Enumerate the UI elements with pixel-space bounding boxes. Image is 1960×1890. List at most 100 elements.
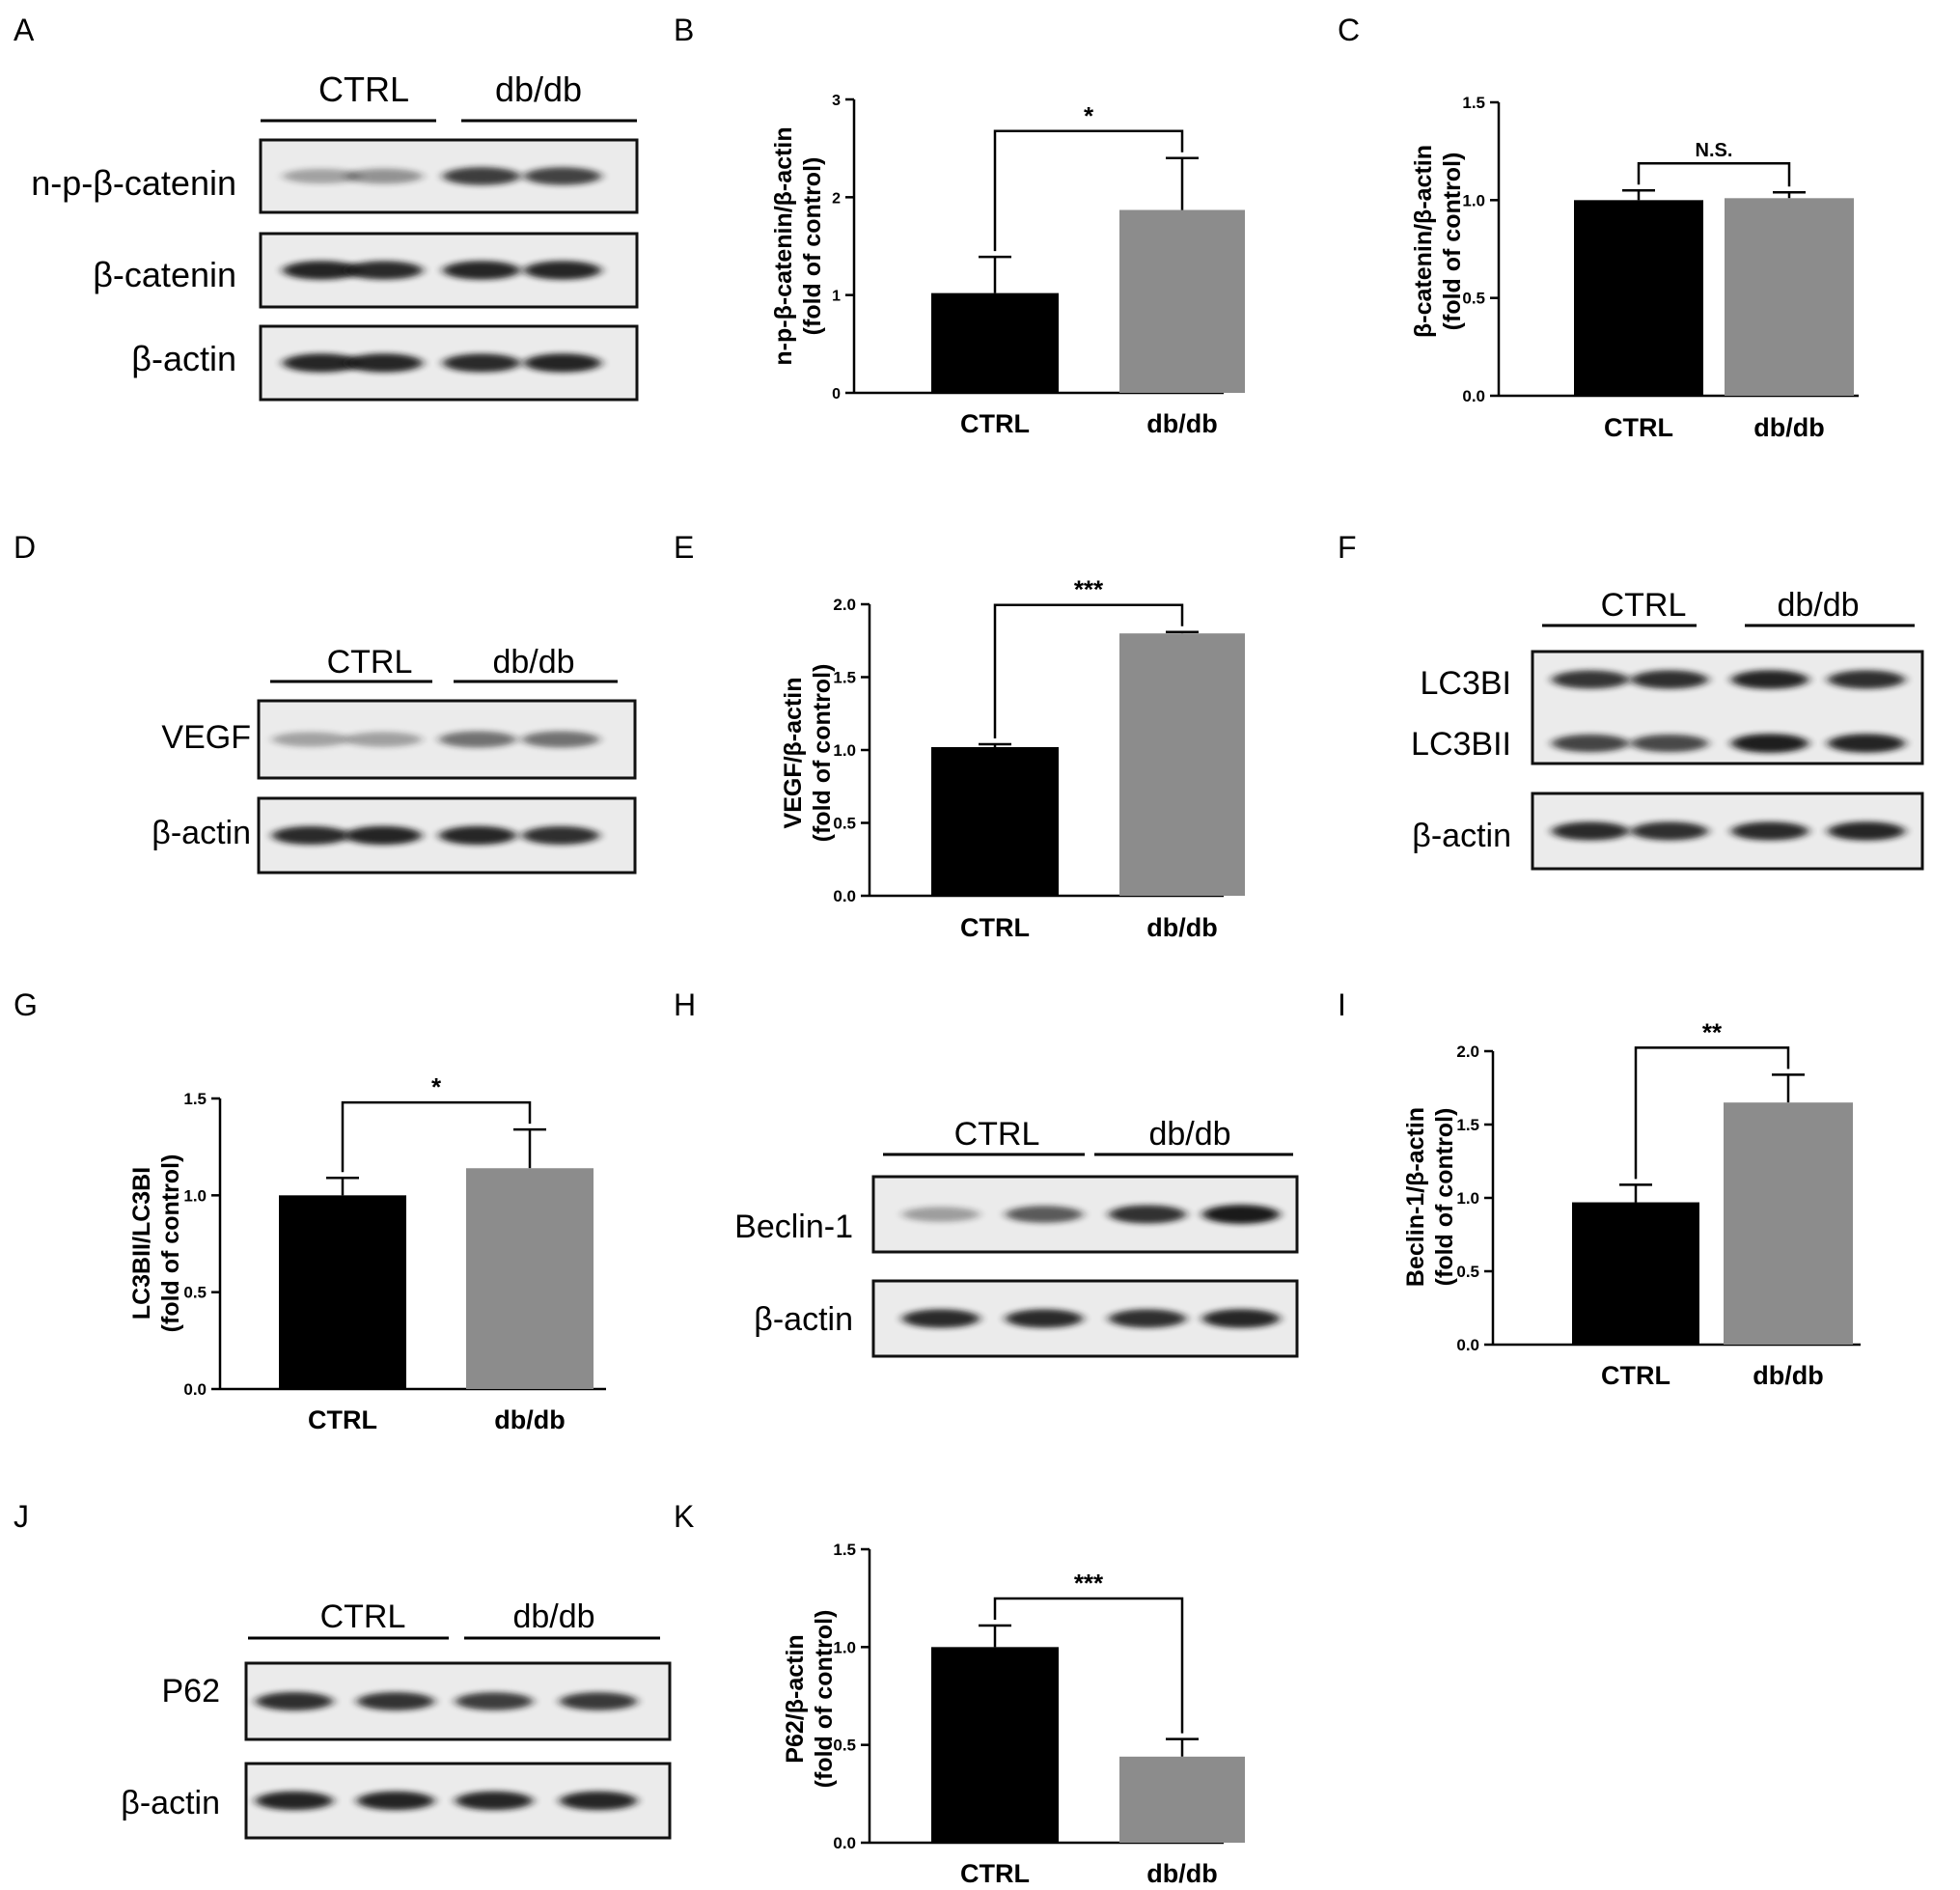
blot-band: [902, 1207, 980, 1222]
blot-band: [1828, 821, 1905, 841]
panel-letter: G: [14, 987, 38, 1022]
blot-band: [902, 1309, 980, 1328]
significance-bracket: [1634, 1046, 1790, 1180]
group-label-dbdb: db/db: [495, 69, 582, 109]
y-axis-label-line: β-catenin/β-actin: [1410, 145, 1437, 338]
blot-band: [283, 168, 360, 184]
blot-label: n-p-β-catenin: [31, 163, 236, 203]
x-tick-label: db/db: [494, 1405, 565, 1434]
y-tick-label: 0.5: [833, 1737, 856, 1755]
x-tick-label: CTRL: [960, 913, 1030, 942]
blot-band: [439, 825, 516, 846]
blot-band: [1828, 670, 1905, 689]
blot-band: [443, 167, 520, 185]
blot-band: [345, 353, 423, 373]
blot-label: β-actin: [121, 1785, 220, 1821]
blot-label: β-actin: [131, 339, 236, 378]
panel-e: E 0.0 0.5 1.0 1.5 2.0 VEGF/β-actin(fold of con…: [674, 530, 1245, 942]
blot-band: [443, 353, 520, 373]
y-tick-label: 0.5: [183, 1284, 207, 1302]
blot-band: [283, 353, 360, 373]
blot-band: [283, 261, 360, 280]
blot-band: [1631, 821, 1708, 841]
group-label-dbdb: db/db: [1777, 587, 1859, 624]
blot-label: P62: [162, 1673, 221, 1709]
y-tick-label: 1.0: [833, 1638, 856, 1656]
significance-label: *: [1084, 101, 1094, 130]
y-axis-label-line: (fold of control): [809, 664, 836, 843]
x-tick-label: db/db: [1146, 1859, 1217, 1888]
y-tick-label: 1: [832, 289, 841, 305]
panel-j: J CTRL db/db P62 β-actin: [14, 1499, 672, 1840]
blot-band: [1552, 670, 1629, 689]
x-tick-label: CTRL: [1601, 1361, 1670, 1390]
panel-c: C 0.0 0.5 1.0 1.5 β-catenin/β-actin(fold of c…: [1338, 13, 1859, 442]
blot-band: [256, 1791, 333, 1811]
blot-band: [272, 825, 349, 846]
significance-bracket: [341, 1100, 532, 1173]
y-axis-label-line: (fold of control): [157, 1154, 184, 1333]
y-axis-label-line: LC3BII/LC3BI: [128, 1167, 155, 1320]
blot-label: β-actin: [1412, 818, 1511, 854]
blot-label: β-catenin: [93, 255, 236, 294]
y-axis-label-line: (fold of control): [1431, 1108, 1458, 1287]
bar-ctrl: [1574, 200, 1703, 396]
blot-band: [345, 732, 422, 747]
group-label-ctrl: CTRL: [954, 1116, 1040, 1153]
blot-row: P62: [162, 1661, 672, 1741]
y-tick-label: 1.5: [183, 1090, 207, 1108]
blot-band: [1631, 734, 1708, 753]
x-tick-label: db/db: [1146, 409, 1217, 438]
significance-bracket: [993, 129, 1184, 252]
blot-band: [443, 261, 520, 280]
panel-letter: J: [14, 1499, 29, 1534]
bar-dbdb: [466, 1168, 594, 1389]
blot-band: [272, 732, 349, 747]
panel-a: A CTRL db/db n-p-β-catenin β-catenin β-actin: [14, 13, 639, 402]
y-axis-label-line: VEGF/β-actin: [780, 678, 807, 829]
blot-band: [522, 825, 599, 846]
blot-row: β-catenin: [93, 232, 639, 309]
bar-chart: 0.0 0.5 1.0 1.5 P62/β-actin(fold of control)…: [782, 1541, 1245, 1888]
panel-g: G 0.0 0.5 1.0 1.5 LC3BII/LC3BI(fold of contro…: [14, 987, 606, 1434]
bar-dbdb: [1119, 1756, 1245, 1843]
panel-d: D CTRL db/db VEGF β-actin: [14, 530, 637, 875]
blot-row: Beclin-1: [734, 1175, 1299, 1254]
y-axis-label: LC3BII/LC3BI(fold of control): [128, 1154, 184, 1333]
bar-ctrl: [931, 1647, 1059, 1843]
panel-letter: D: [14, 530, 36, 565]
significance-label: N.S.: [1696, 140, 1733, 161]
blot-label: LC3BI: [1421, 665, 1512, 702]
group-label-dbdb: db/db: [492, 644, 574, 681]
blot-band: [522, 731, 599, 748]
blot-band: [1552, 734, 1629, 753]
y-tick-label: 0.0: [833, 1834, 856, 1852]
y-tick-label: 0.0: [1456, 1336, 1479, 1354]
y-tick-label: 1.5: [1462, 94, 1485, 112]
group-label-ctrl: CTRL: [1601, 587, 1687, 624]
blot-row: VEGF: [161, 699, 637, 780]
blot-band: [256, 1691, 333, 1711]
blot-band: [345, 261, 423, 280]
blot-row: β-actin: [131, 324, 639, 402]
blot-row: β-actin: [121, 1762, 672, 1840]
blot-band: [1731, 821, 1808, 841]
y-axis-label: n-p-β-catenin/β-actin(fold of control): [770, 126, 826, 365]
y-axis-label-line: (fold of control): [811, 1610, 838, 1789]
blot-row: LC3BI LC3BII: [1411, 650, 1924, 765]
blot-band: [524, 167, 601, 185]
y-tick-label: 1.5: [833, 669, 856, 687]
y-tick-label: 0.5: [1462, 290, 1485, 308]
bar-chart: 0.0 0.5 1.0 1.5 2.0 Beclin-1/β-actin(fold of …: [1402, 1017, 1861, 1390]
blot-band: [1006, 1206, 1083, 1223]
blot-label: β-actin: [754, 1301, 853, 1338]
y-tick-label: 1.0: [833, 741, 856, 760]
bar-ctrl: [931, 746, 1059, 896]
y-axis-label-line: (fold of control): [799, 157, 826, 336]
bar-chart: 0.0 0.5 1.0 1.5 β-catenin/β-actin(fold of co…: [1410, 94, 1859, 442]
significance-label: ***: [1074, 575, 1104, 604]
x-tick-label: db/db: [1146, 913, 1217, 942]
bar-dbdb: [1724, 1102, 1853, 1345]
panel-letter: E: [674, 530, 694, 565]
blot-band: [1202, 1309, 1280, 1328]
